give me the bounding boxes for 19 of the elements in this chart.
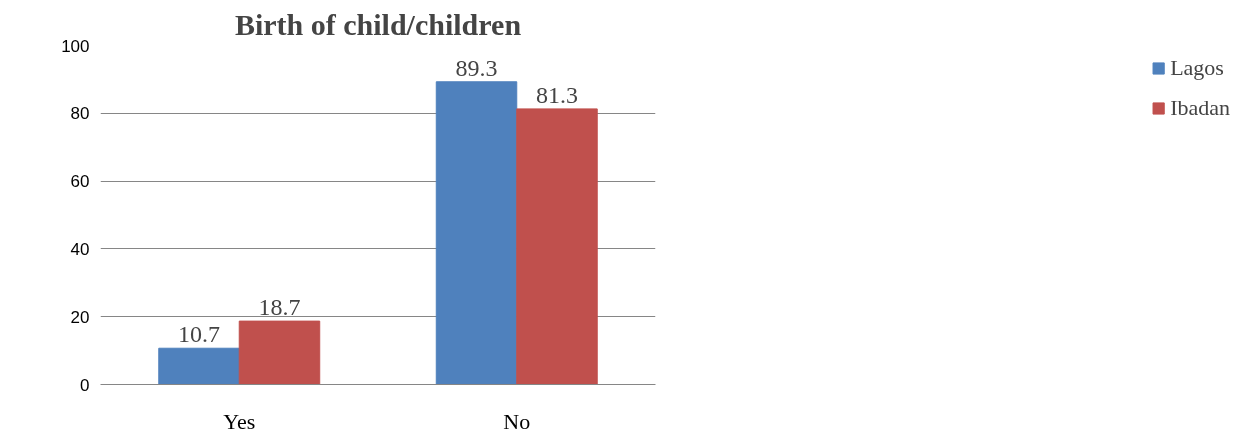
y-tick-label: 20 [70,307,90,327]
y-tick-label: 0 [80,375,90,395]
bar [158,347,240,385]
chart-title: Birth of child/children [234,7,522,41]
y-tick-label: 40 [70,239,90,259]
data-label: 81.3 [535,81,578,108]
bar [238,320,321,385]
y-tick-label: 60 [70,172,90,192]
data-label: 10.7 [178,321,221,348]
bar [435,81,518,385]
data-label: 89.3 [455,54,498,81]
legend-label: Lagos [1170,55,1224,81]
x-tick-label: No [503,408,531,434]
x-tick-label: Yes [223,408,256,434]
bar [516,108,598,385]
y-tick-label: 100 [61,36,90,56]
legend-label: Ibadan [1170,95,1230,121]
data-label: 18.7 [258,294,301,321]
y-tick-label: 80 [70,104,90,124]
